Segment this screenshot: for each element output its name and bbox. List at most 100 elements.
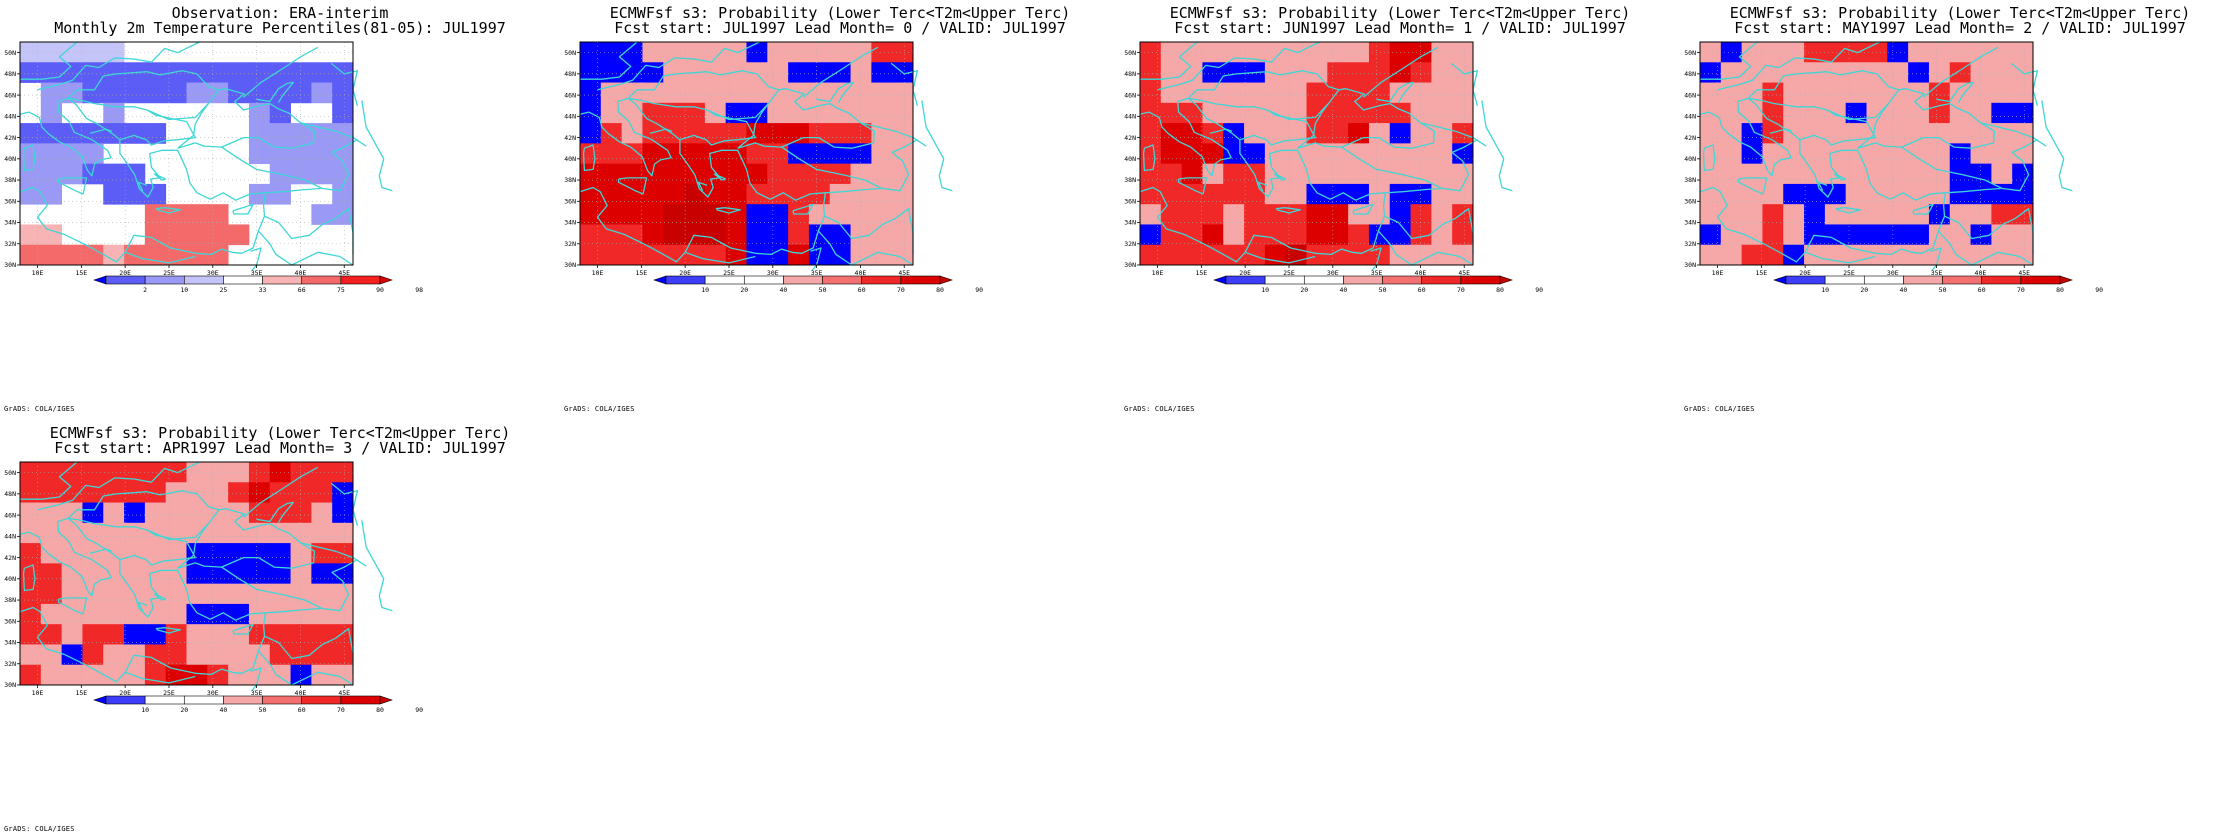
grid-cell — [1741, 183, 1763, 205]
lat-tick-label: 36N — [4, 617, 16, 625]
grid-cell — [1160, 42, 1183, 63]
grid-cell — [1741, 244, 1763, 266]
grid-cell — [663, 224, 685, 246]
grid-cell — [1181, 62, 1203, 83]
grid-cell — [1887, 123, 1909, 144]
grid-cell — [82, 502, 104, 524]
colorbar-label: 60 — [1978, 286, 1986, 294]
coastline — [582, 144, 596, 172]
coastline — [221, 559, 358, 612]
colorbar-label: 40 — [1340, 286, 1348, 294]
grid-cell — [124, 183, 146, 205]
grid-cell — [82, 163, 104, 185]
lon-tick-label: 15E — [1755, 269, 1767, 277]
coastline — [1748, 97, 1876, 146]
grid-cell — [144, 82, 167, 104]
colorbar-label: 90 — [415, 706, 423, 714]
coastline — [1936, 81, 1975, 103]
grid-cell — [1348, 123, 1370, 144]
panel-forecast-lead-2: ECMWFsf s3: Probability (Lower Terc<T2m<… — [1680, 0, 2240, 420]
grid-cell — [1410, 204, 1432, 225]
coastline — [264, 208, 354, 255]
lat-tick-label: 36N — [1684, 197, 1696, 205]
grid-cell — [725, 204, 747, 225]
lon-tick-label: 40E — [855, 269, 867, 277]
lon-tick-label: 10E — [592, 269, 604, 277]
grid-cell — [290, 482, 312, 503]
grid-cell — [1720, 163, 1743, 185]
grid-cell — [1908, 42, 1930, 63]
grid-cell — [61, 624, 83, 645]
coastline — [816, 81, 855, 103]
colorbar-label: 70 — [897, 286, 905, 294]
grid-cell — [165, 603, 187, 625]
grid-cell — [40, 644, 63, 666]
grid-cell — [61, 123, 83, 144]
grid-cell — [186, 603, 208, 625]
grid-cell — [1368, 143, 1391, 165]
colorbar-bin — [900, 275, 941, 285]
lat-tick-label: 46N — [4, 91, 16, 99]
grid-cell — [600, 143, 623, 165]
colorbar-bin — [301, 275, 342, 285]
colorbar-label: 90 — [2095, 286, 2103, 294]
grid-cell — [1928, 62, 1951, 83]
grid-cell — [1991, 204, 2013, 225]
coastline — [1717, 41, 1880, 91]
lat-tick-label: 42N — [1684, 134, 1696, 142]
lon-tick-label: 10E — [32, 689, 44, 697]
colorbar-label: 20 — [180, 706, 188, 714]
colorbar-bin — [144, 695, 185, 705]
grid-cell — [103, 502, 125, 524]
coastline — [19, 97, 112, 177]
grid-cell — [103, 82, 125, 104]
grid-cell — [1928, 204, 1951, 225]
grid-cell — [1348, 42, 1370, 63]
grid-cell — [1306, 163, 1328, 185]
coastline — [684, 251, 756, 264]
grid-cell — [684, 123, 706, 144]
lon-tick-label: 45E — [2018, 269, 2030, 277]
grid-cell — [1368, 42, 1391, 63]
grid-cell — [1202, 163, 1224, 185]
colorbar-bin — [340, 695, 381, 705]
grid-cell — [1202, 183, 1224, 205]
grads-credit: GrADS: COLA/IGES — [564, 405, 635, 413]
grid-cell — [248, 123, 271, 144]
grid-cell — [20, 42, 42, 63]
grid-cell — [1452, 224, 1474, 246]
grid-cell — [82, 143, 104, 165]
grid-cell — [1431, 62, 1453, 83]
grid-cell — [61, 482, 83, 503]
grid-cell — [61, 563, 83, 585]
coastline — [19, 97, 267, 263]
grid-cell — [311, 482, 333, 503]
colorbar-bin — [105, 695, 146, 705]
grid-cell — [311, 62, 333, 83]
grid-cell — [1306, 143, 1328, 165]
coastline — [1257, 181, 1268, 191]
grid-cell — [1244, 102, 1266, 124]
grid-cell — [1866, 244, 1888, 266]
colorbar-label: 10 — [141, 706, 149, 714]
map-plot: 10E 15E 20E 25E 30E 35E 40E 45E 30N 32N 34N 36N 38N 4… — [4, 41, 423, 294]
lat-tick-label: 50N — [4, 469, 16, 477]
grid-cell — [1700, 163, 1722, 185]
lon-tick-label: 40E — [1975, 269, 1987, 277]
grid-cell — [788, 42, 810, 63]
colorbar-label: 20 — [1300, 286, 1308, 294]
colorbar-bin — [1225, 275, 1266, 285]
grid-cell — [850, 204, 872, 225]
grid-cell — [829, 183, 851, 205]
grid-cell — [269, 82, 291, 104]
grid-cell — [1140, 42, 1162, 63]
coastline — [146, 103, 209, 121]
grid-cell — [1700, 244, 1722, 266]
grid-cell — [829, 123, 851, 144]
grid-cell — [186, 502, 208, 524]
grid-cell — [40, 42, 63, 63]
grid-cell — [207, 224, 229, 246]
grid-cell — [1762, 224, 1784, 246]
coastline — [1385, 187, 1441, 194]
grid-cell — [1368, 123, 1391, 144]
